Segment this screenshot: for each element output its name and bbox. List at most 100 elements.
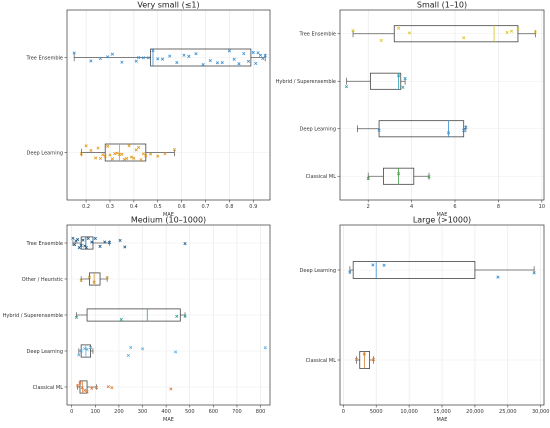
x-tick-label: 0	[70, 409, 73, 415]
data-point-stroke	[92, 280, 96, 284]
data-point-stroke	[403, 76, 407, 81]
box-iqr	[393, 25, 519, 43]
data-point-stroke	[464, 125, 468, 129]
data-point	[462, 36, 466, 40]
data-point	[115, 151, 119, 155]
data-point-stroke	[76, 237, 80, 242]
x-tick-label: 30,000	[532, 409, 550, 415]
data-point-stroke	[79, 278, 83, 282]
data-point	[263, 346, 267, 350]
category-label: Classical ML	[33, 385, 64, 391]
data-point-stroke	[237, 62, 241, 66]
data-point	[94, 156, 98, 160]
data-point	[362, 352, 366, 356]
data-point	[79, 349, 83, 353]
category-label: Hybrid / Superensemble	[3, 313, 63, 319]
data-point	[496, 275, 500, 279]
data-point-stroke	[103, 154, 107, 158]
data-point	[407, 31, 412, 35]
data-point-stroke	[156, 154, 160, 158]
data-point-stroke	[89, 59, 93, 63]
category-label: Deep Learning	[300, 127, 336, 133]
data-point-stroke	[169, 387, 173, 391]
data-point	[103, 240, 107, 244]
data-point	[94, 385, 99, 390]
data-point-stroke	[462, 36, 466, 40]
x-tick-label: 0.8	[225, 204, 233, 210]
x-tick-label: 600	[209, 409, 219, 415]
data-point-stroke	[83, 388, 87, 392]
data-point	[532, 271, 536, 275]
data-point	[401, 85, 405, 89]
data-point	[98, 244, 102, 248]
data-point-stroke	[96, 146, 100, 150]
category-label: Tree Ensemble	[25, 55, 63, 61]
category-label: Deep Learning	[27, 150, 63, 156]
data-point	[149, 152, 153, 156]
data-point	[98, 156, 103, 161]
box-iqr	[104, 143, 147, 162]
data-point	[134, 59, 138, 63]
data-point-stroke	[141, 56, 146, 60]
data-point	[83, 346, 87, 351]
data-point-stroke	[120, 60, 124, 64]
data-point	[371, 263, 375, 267]
data-point-stroke	[80, 386, 84, 390]
box-iqr	[369, 72, 402, 90]
data-point-stroke	[85, 390, 89, 394]
data-point	[227, 49, 231, 53]
data-point	[78, 381, 82, 385]
x-tick-label: 0.9	[249, 204, 257, 210]
x-tick-label: 0.4	[130, 204, 138, 210]
data-point	[397, 26, 401, 30]
data-point	[89, 148, 93, 152]
data-point-stroke	[105, 276, 109, 280]
data-point-stroke	[103, 240, 107, 244]
data-point-stroke	[74, 315, 79, 320]
data-point	[134, 148, 138, 152]
data-point-stroke	[94, 156, 98, 160]
data-point-stroke	[139, 158, 143, 162]
data-point	[89, 59, 93, 63]
data-point-stroke	[129, 345, 133, 350]
box-iqr	[378, 120, 465, 138]
data-point-stroke	[182, 53, 186, 57]
data-point-stroke	[220, 61, 224, 65]
x-tick-label: 300	[138, 409, 148, 415]
data-point	[366, 176, 370, 181]
data-point	[84, 144, 88, 148]
box-classical-ml	[354, 351, 376, 369]
data-point	[371, 357, 376, 362]
data-point-stroke	[122, 157, 126, 161]
data-point-stroke	[140, 347, 145, 351]
data-point-stroke	[256, 51, 260, 55]
data-point-stroke	[401, 85, 405, 89]
box-tree-ensemble	[71, 236, 187, 250]
data-point-stroke	[72, 51, 76, 55]
data-point-stroke	[146, 56, 150, 60]
box-iqr	[79, 380, 88, 394]
plot-frame	[339, 9, 545, 201]
chart-title: Large (>1000)	[413, 216, 471, 225]
data-point	[92, 280, 96, 284]
x-tick-label: 0.5	[154, 204, 162, 210]
category-label: Hybrid / Superensemble	[276, 79, 336, 85]
data-point	[254, 61, 258, 66]
data-point	[397, 74, 401, 78]
data-point-stroke	[151, 48, 155, 53]
data-point-stroke	[84, 246, 88, 250]
data-point-stroke	[98, 56, 103, 61]
data-point	[183, 241, 187, 246]
data-point	[146, 56, 150, 60]
data-point	[446, 131, 451, 135]
data-point	[106, 144, 110, 148]
data-point-stroke	[354, 357, 359, 361]
data-point-stroke	[254, 61, 258, 66]
data-point	[533, 30, 537, 34]
data-point-stroke	[81, 238, 85, 242]
data-point	[246, 59, 251, 63]
data-point-stroke	[505, 30, 509, 35]
data-point-stroke	[83, 346, 87, 351]
data-point-stroke	[348, 270, 352, 274]
data-point-stroke	[86, 236, 90, 241]
